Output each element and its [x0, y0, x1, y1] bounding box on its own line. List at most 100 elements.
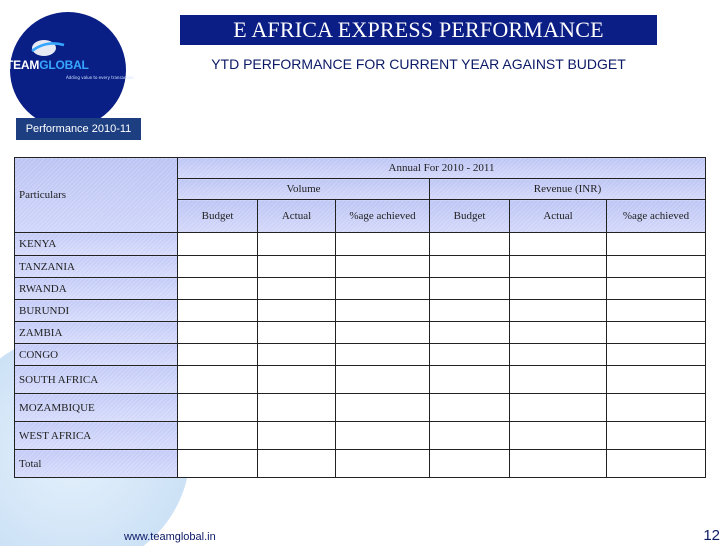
table-row: KENYA: [14, 232, 706, 256]
table-cell: [509, 343, 607, 366]
table-cell: [257, 421, 336, 450]
footer-url-link[interactable]: www.teamglobal.in: [124, 531, 216, 543]
logo-tagline: Adding value to every transaction: [66, 75, 134, 80]
table-cell: [606, 393, 706, 422]
table-cell: [177, 393, 258, 422]
table-cell: [177, 365, 258, 394]
table-row: SOUTH AFRICA: [14, 365, 706, 394]
row-label: MOZAMBIQUE: [14, 393, 178, 422]
table-row: ZAMBIA: [14, 321, 706, 344]
table-cell: [429, 343, 510, 366]
table-cell: [606, 277, 706, 300]
table-cell: [509, 449, 607, 478]
table-cell: [257, 299, 336, 322]
table-cell: [335, 232, 430, 256]
table-cell: [606, 299, 706, 322]
table-cell: [606, 365, 706, 394]
particulars-header: Particulars: [14, 157, 178, 233]
table-cell: [335, 255, 430, 278]
row-label: RWANDA: [14, 277, 178, 300]
row-label: Total: [14, 449, 178, 478]
row-label: KENYA: [14, 232, 178, 256]
logo-wordmark: TEAMGLOBAL: [6, 58, 89, 72]
table-row: RWANDA: [14, 277, 706, 300]
table-cell: [429, 365, 510, 394]
table-cell: [509, 232, 607, 256]
row-label: TANZANIA: [14, 255, 178, 278]
row-label: WEST AFRICA: [14, 421, 178, 450]
table-cell: [177, 232, 258, 256]
logo-word-global: GLOBAL: [39, 58, 89, 72]
table-row: Total: [14, 449, 706, 478]
table-cell: [335, 343, 430, 366]
table-cell: [335, 321, 430, 344]
revenue-group-header: Revenue (INR): [429, 178, 706, 200]
table-cell: [429, 232, 510, 256]
table-cell: [509, 421, 607, 450]
table-cell: [509, 255, 607, 278]
row-label: BURUNDI: [14, 299, 178, 322]
table-cell: [177, 343, 258, 366]
logo-swoosh-icon: [31, 40, 65, 56]
table-cell: [429, 255, 510, 278]
table-cell: [177, 277, 258, 300]
table-cell: [429, 393, 510, 422]
table-cell: [335, 393, 430, 422]
table-row: BURUNDI: [14, 299, 706, 322]
logo-word-team: TEAM: [6, 58, 40, 72]
column-header: %age achieved: [606, 199, 706, 233]
column-header: Budget: [429, 199, 510, 233]
volume-group-header: Volume: [177, 178, 430, 200]
table-cell: [606, 232, 706, 256]
table-cell: [509, 299, 607, 322]
table-cell: [509, 365, 607, 394]
table-cell: [257, 232, 336, 256]
table-cell: [177, 421, 258, 450]
table-cell: [177, 449, 258, 478]
table-row: TANZANIA: [14, 255, 706, 278]
table-cell: [429, 277, 510, 300]
table-cell: [429, 421, 510, 450]
row-label: ZAMBIA: [14, 321, 178, 344]
row-label: SOUTH AFRICA: [14, 365, 178, 394]
table-cell: [257, 393, 336, 422]
table-cell: [509, 393, 607, 422]
table-cell: [177, 321, 258, 344]
table-cell: [257, 277, 336, 300]
section-tab: Performance 2010-11: [16, 118, 141, 140]
table-cell: [257, 255, 336, 278]
table-cell: [335, 365, 430, 394]
table-cell: [335, 449, 430, 478]
table-cell: [509, 321, 607, 344]
table-cell: [606, 255, 706, 278]
column-header: Actual: [509, 199, 607, 233]
table-cell: [177, 299, 258, 322]
table-cell: [429, 321, 510, 344]
column-header: Actual: [257, 199, 336, 233]
table-cell: [335, 421, 430, 450]
table-cell: [429, 299, 510, 322]
period-header: Annual For 2010 - 2011: [177, 157, 706, 179]
logo-circle: [10, 12, 126, 128]
table-cell: [606, 449, 706, 478]
table-cell: [429, 449, 510, 478]
table-row: MOZAMBIQUE: [14, 393, 706, 422]
table-cell: [257, 449, 336, 478]
table-cell: [335, 299, 430, 322]
page-number: 12: [703, 527, 720, 544]
table-cell: [509, 277, 607, 300]
table-cell: [257, 365, 336, 394]
page-title: E AFRICA EXPRESS PERFORMANCE: [180, 15, 657, 45]
row-label: CONGO: [14, 343, 178, 366]
table-cell: [606, 421, 706, 450]
table-cell: [606, 343, 706, 366]
performance-table: Particulars Annual For 2010 - 2011 Volum…: [14, 157, 706, 478]
table-row: CONGO: [14, 343, 706, 366]
table-cell: [257, 343, 336, 366]
table-cell: [335, 277, 430, 300]
table-row: WEST AFRICA: [14, 421, 706, 450]
table-cell: [606, 321, 706, 344]
page-subtitle: YTD PERFORMANCE FOR CURRENT YEAR AGAINST…: [211, 56, 626, 72]
table-cell: [177, 255, 258, 278]
column-header: %age achieved: [335, 199, 430, 233]
